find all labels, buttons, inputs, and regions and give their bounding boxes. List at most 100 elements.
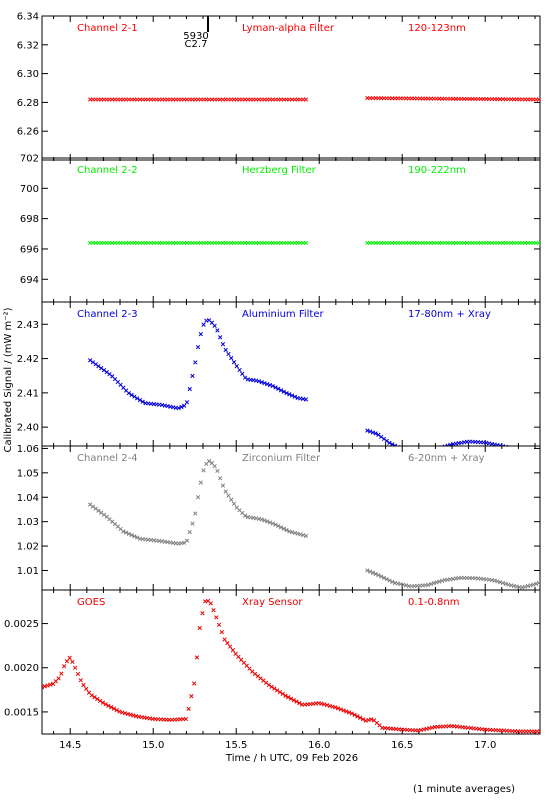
data-point xyxy=(129,392,134,398)
data-point xyxy=(267,520,273,525)
data-point xyxy=(520,448,524,452)
data-point xyxy=(294,699,299,704)
panel-frame xyxy=(41,445,541,591)
data-point xyxy=(90,504,96,509)
data-point xyxy=(276,386,281,392)
data-point xyxy=(129,532,134,538)
data-point xyxy=(509,445,513,446)
data-point xyxy=(90,360,96,365)
data-point xyxy=(297,700,302,706)
band-label: 120-123nm xyxy=(408,23,466,34)
data-point xyxy=(387,440,392,446)
data-point xyxy=(367,569,373,574)
data-point xyxy=(303,97,309,102)
data-point xyxy=(242,513,248,518)
data-point xyxy=(288,696,294,701)
data-point xyxy=(190,521,195,526)
data-point xyxy=(303,397,309,402)
y-tick-label: 0.0025 xyxy=(4,619,39,630)
data-point xyxy=(529,450,533,454)
data-point xyxy=(341,708,346,713)
data-point xyxy=(346,710,352,715)
data-point xyxy=(126,531,132,537)
data-point xyxy=(117,709,122,714)
y-tick-label: 702 xyxy=(20,154,39,165)
data-point xyxy=(523,449,527,453)
data-point xyxy=(352,712,357,718)
panel-1: 6.26 6.28 6.30 6.32 6.34 Channel 2-1 Lyman-alp… xyxy=(17,12,541,161)
data-point xyxy=(87,358,93,363)
y-tick-label: 6.28 xyxy=(17,98,39,109)
data-point xyxy=(132,534,137,539)
data-series xyxy=(87,459,540,590)
data-point xyxy=(226,351,231,357)
data-point xyxy=(182,540,187,545)
y-tick-label: 694 xyxy=(20,275,39,286)
y-tick-label: 2.41 xyxy=(17,388,39,399)
data-point xyxy=(70,659,75,665)
data-point xyxy=(123,530,129,535)
data-point xyxy=(376,572,381,578)
data-point xyxy=(229,497,234,502)
data-point xyxy=(532,449,536,453)
data-point xyxy=(284,527,289,533)
data-point xyxy=(387,578,392,583)
data-point xyxy=(280,691,285,697)
data-point xyxy=(42,684,47,689)
panel-frame xyxy=(41,589,541,735)
data-series xyxy=(87,318,536,454)
data-point xyxy=(273,385,278,390)
data-series xyxy=(87,240,540,246)
data-point xyxy=(231,360,237,365)
data-point xyxy=(276,523,281,529)
y-tick-label: 698 xyxy=(20,214,39,225)
band-label: 0.1-0.8nm xyxy=(408,597,460,608)
data-point xyxy=(227,644,233,649)
x-tick-label: 16.0 xyxy=(308,740,330,751)
data-point xyxy=(222,637,227,642)
data-point xyxy=(373,431,378,436)
data-point xyxy=(384,576,389,582)
data-point xyxy=(126,391,132,396)
y-tick-label: 1.02 xyxy=(17,542,39,553)
data-point xyxy=(132,394,137,399)
data-point xyxy=(56,676,61,681)
data-point xyxy=(442,444,447,446)
data-point xyxy=(220,342,226,347)
data-point xyxy=(176,405,181,411)
data-point xyxy=(234,364,239,369)
channel-label: GOES xyxy=(77,597,105,608)
data-point xyxy=(275,688,280,693)
data-point xyxy=(194,655,200,660)
data-point xyxy=(67,655,72,660)
data-point xyxy=(259,380,264,385)
data-point xyxy=(223,489,228,494)
data-point xyxy=(230,648,236,653)
data-point xyxy=(265,519,270,524)
x-tick-label: 16.5 xyxy=(391,740,413,751)
band-label: 17-80nm + Xray xyxy=(408,309,491,320)
data-point xyxy=(84,686,89,692)
data-point xyxy=(349,711,355,716)
y-tick-label: 1.05 xyxy=(17,468,39,479)
data-point xyxy=(218,335,223,340)
data-point xyxy=(266,682,272,688)
data-point xyxy=(179,404,184,410)
data-point xyxy=(512,447,516,451)
data-point xyxy=(100,700,106,705)
y-tick-label: 696 xyxy=(20,244,39,255)
filter-label: Lyman-alpha Filter xyxy=(242,23,335,34)
data-point xyxy=(81,682,86,688)
data-point xyxy=(259,517,264,522)
data-point xyxy=(101,512,107,517)
data-point xyxy=(187,530,192,535)
data-point xyxy=(344,709,349,714)
data-point xyxy=(87,502,93,507)
channel-label: Channel 2-3 xyxy=(77,309,138,320)
data-point xyxy=(99,510,104,515)
y-tick-label: 6.30 xyxy=(17,69,39,80)
data-point xyxy=(365,568,370,573)
data-point xyxy=(273,522,278,527)
data-point xyxy=(281,526,286,531)
data-point xyxy=(333,705,338,710)
